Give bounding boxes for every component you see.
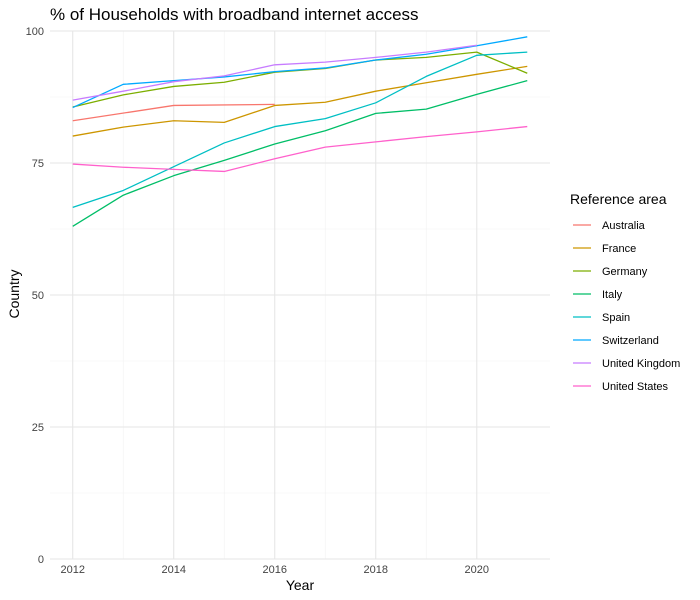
series-line-united-kingdom (72, 44, 477, 101)
x-tick-label: 2020 (465, 564, 489, 576)
series-line-united-states (72, 125, 528, 173)
y-tick-label: 0 (38, 554, 44, 566)
series-lines (72, 36, 528, 227)
x-tick-label: 2014 (161, 564, 185, 576)
y-axis-title: Country (6, 269, 22, 318)
series-line-italy (72, 80, 528, 227)
legend-label-australia: Australia (602, 220, 646, 232)
legend-label-germany: Germany (602, 266, 648, 278)
x-axis-ticks: 2012 2014 2016 2018 2020 (60, 564, 489, 576)
series-line-australia (72, 103, 275, 122)
legend-item-france: France (573, 243, 636, 255)
y-tick-label: 25 (32, 422, 44, 434)
x-tick-label: 2012 (60, 564, 84, 576)
y-tick-label: 50 (32, 290, 44, 302)
y-axis-ticks: 0 25 50 75 100 (26, 26, 44, 566)
y-tick-label: 100 (26, 26, 44, 38)
legend: Reference area Australia France Germany Ita… (570, 191, 680, 393)
legend-label-united-kingdom: United Kingdom (602, 358, 680, 370)
series-line-spain (72, 51, 528, 208)
legend-title: Reference area (570, 191, 667, 207)
x-tick-label: 2016 (263, 564, 287, 576)
y-tick-label: 75 (32, 158, 44, 170)
legend-label-united-states: United States (602, 381, 669, 393)
legend-item-germany: Germany (573, 266, 648, 278)
x-tick-label: 2018 (364, 564, 388, 576)
legend-item-italy: Italy (573, 289, 623, 301)
chart-title: % of Households with broadband internet … (50, 5, 419, 24)
legend-label-italy: Italy (602, 289, 623, 301)
legend-items: Australia France Germany Italy Spain Switzerl… (573, 220, 680, 393)
legend-item-spain: Spain (573, 312, 630, 324)
legend-item-united-kingdom: United Kingdom (573, 358, 680, 370)
plot-grid (50, 30, 550, 560)
legend-label-france: France (602, 243, 636, 255)
legend-item-united-states: United States (573, 381, 669, 393)
legend-label-switzerland: Switzerland (602, 335, 659, 347)
series-line-germany (72, 51, 528, 108)
legend-item-australia: Australia (573, 220, 646, 232)
legend-label-spain: Spain (602, 312, 630, 324)
series-line-switzerland (72, 36, 528, 109)
x-axis-title: Year (286, 577, 315, 593)
legend-item-switzerland: Switzerland (573, 335, 659, 347)
series-line-france (72, 65, 528, 137)
